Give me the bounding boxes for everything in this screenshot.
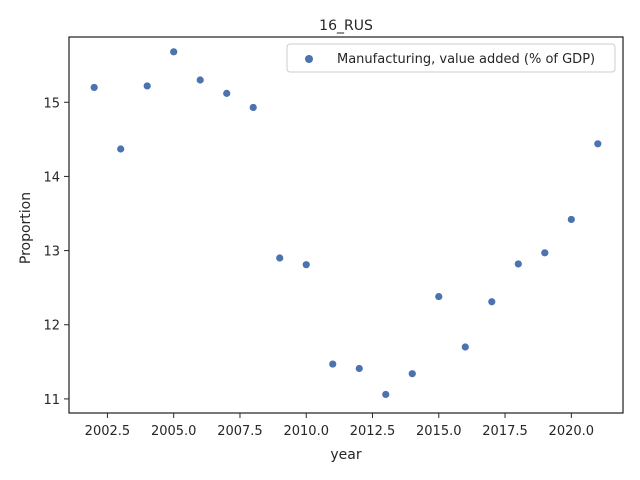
x-tick-label: 2020.0 [549, 424, 595, 439]
data-point [196, 76, 204, 84]
y-tick-label: 15 [43, 96, 60, 111]
legend-label: Manufacturing, value added (% of GDP) [337, 52, 595, 67]
data-point [170, 48, 178, 56]
y-tick-label: 11 [43, 393, 60, 408]
y-tick-label: 12 [43, 319, 60, 334]
x-tick-label: 2007.5 [217, 424, 263, 439]
data-point [488, 298, 496, 306]
x-tick-label: 2012.5 [350, 424, 396, 439]
x-axis: 2002.5 2005.0 2007.5 2010.0 2012.5 2015.0 2017… [85, 413, 594, 439]
plot-frame [68, 36, 624, 414]
x-axis-label: year [330, 447, 361, 463]
x-tick-label: 2002.5 [85, 424, 131, 439]
data-point [514, 260, 522, 268]
data-point [143, 82, 151, 90]
data-points [90, 48, 602, 399]
data-point [567, 215, 575, 224]
data-point [117, 145, 125, 153]
data-point [408, 370, 416, 378]
data-point [594, 140, 602, 148]
data-point [302, 261, 310, 269]
data-point [461, 343, 469, 351]
legend: Manufacturing, value added (% of GDP) [286, 43, 616, 73]
x-tick-label: 2015.0 [416, 424, 462, 439]
data-point [249, 103, 257, 112]
data-point [435, 292, 443, 301]
data-point [355, 364, 363, 373]
legend-marker [305, 55, 313, 63]
x-tick-label: 2017.5 [482, 424, 528, 439]
data-point [90, 83, 98, 92]
legend-box [286, 43, 616, 73]
x-tick-label: 2010.0 [283, 424, 329, 439]
y-tick-label: 14 [43, 170, 60, 185]
data-point [329, 360, 337, 368]
y-axis-label: Proportion [18, 192, 34, 264]
y-axis: 11 12 13 14 15 [43, 96, 69, 408]
data-point [276, 254, 284, 262]
data-point [223, 89, 231, 97]
data-point [382, 390, 390, 399]
data-point [541, 249, 549, 257]
y-tick-label: 13 [43, 245, 60, 260]
chart-title: 16_RUS [319, 18, 373, 34]
x-tick-label: 2005.0 [151, 424, 197, 439]
